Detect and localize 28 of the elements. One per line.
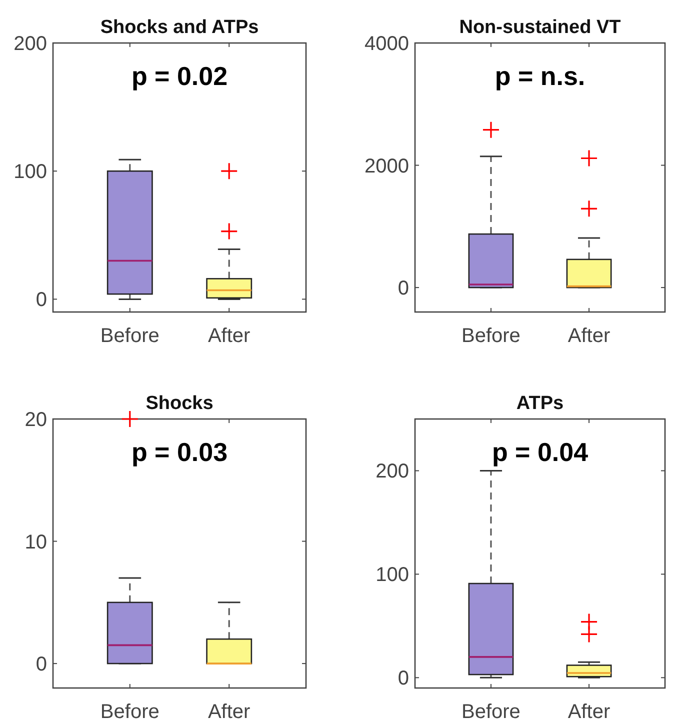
y-tick-label: 0 xyxy=(36,654,47,676)
y-tick-label: 20 xyxy=(24,409,47,431)
x-tick-label: After xyxy=(568,325,610,347)
chart-title: ATPs xyxy=(516,393,564,414)
chart-title: Non-sustained VT xyxy=(459,17,622,38)
chart-title: Shocks and ATPs xyxy=(100,17,259,38)
y-tick-label: 0 xyxy=(398,278,409,300)
x-tick-label: Before xyxy=(462,701,520,723)
y-tick-label: 100 xyxy=(376,564,409,586)
y-tick-label: 4000 xyxy=(364,33,409,55)
annotation: p = n.s. xyxy=(494,61,586,91)
y-tick-label: 0 xyxy=(398,668,409,690)
annotation: p = 0.02 xyxy=(131,61,228,91)
y-tick-label: 200 xyxy=(14,33,47,55)
y-tick-label: 2000 xyxy=(364,155,409,178)
chart-title: Shocks xyxy=(146,393,214,414)
annotation: p = 0.03 xyxy=(131,437,228,467)
x-tick-label: After xyxy=(568,701,610,723)
y-tick-label: 100 xyxy=(14,161,47,184)
y-tick-label: 0 xyxy=(36,289,47,312)
x-tick-label: Before xyxy=(462,325,520,347)
x-tick-label: After xyxy=(208,325,251,347)
y-tick-label: 200 xyxy=(376,460,409,483)
y-tick-label: 10 xyxy=(24,531,47,554)
annotation: p = 0.04 xyxy=(492,437,589,467)
x-tick-label: Before xyxy=(100,325,160,347)
x-tick-label: After xyxy=(208,701,251,723)
x-tick-label: Before xyxy=(100,701,160,723)
